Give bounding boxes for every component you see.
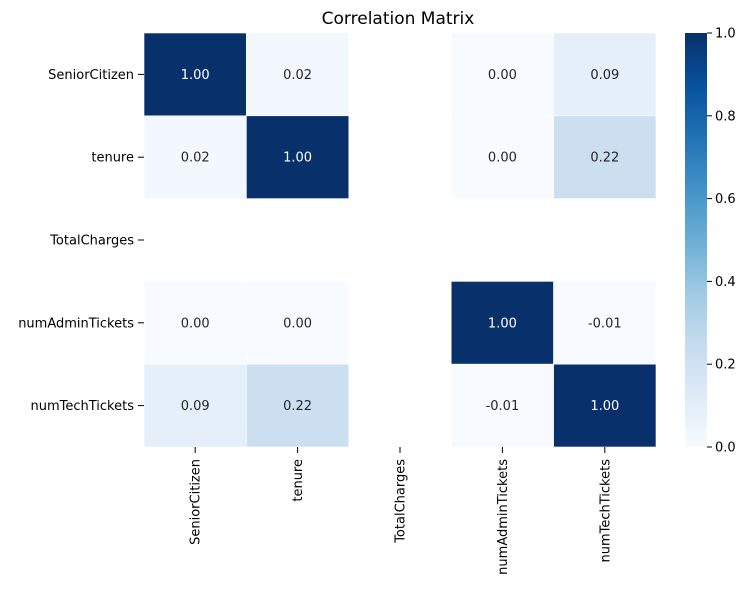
heatmap-cell-numTechTickets-numAdminTickets	[450, 363, 554, 448]
cell-value-numTechTickets-numAdminTickets: -0.01	[486, 399, 520, 414]
heatmap-cell-numTechTickets-SeniorCitizen	[143, 363, 247, 448]
chart-title: Correlation Matrix	[322, 9, 475, 29]
column-label-tenure: tenure	[291, 459, 306, 502]
cell-value-SeniorCitizen-SeniorCitizen: 1.00	[181, 68, 210, 83]
heatmap-cell-numTechTickets-tenure	[246, 363, 350, 448]
colorbar-gradient	[685, 33, 707, 447]
cell-value-numAdminTickets-numTechTickets: -0.01	[588, 316, 622, 331]
cell-value-tenure-tenure: 1.00	[283, 151, 312, 166]
row-tick-labels: SeniorCitizen tenure TotalCharges numAdminT…	[18, 68, 144, 414]
heatmap-cell-numAdminTickets-numTechTickets	[553, 281, 657, 365]
column-label-numTechTickets: numTechTickets	[598, 459, 613, 563]
heatmap-cell-tenure-SeniorCitizen	[143, 115, 247, 199]
cell-value-SeniorCitizen-numAdminTickets: 0.00	[488, 68, 517, 83]
column-label-SeniorCitizen: SeniorCitizen	[189, 459, 204, 545]
heatmap-cell-SeniorCitizen-numTechTickets	[553, 32, 657, 117]
colorbar-tick-0.6: 0.6	[715, 192, 736, 207]
cell-value-tenure-numTechTickets: 0.22	[590, 151, 619, 166]
cell-value-numTechTickets-SeniorCitizen: 0.09	[181, 399, 210, 414]
colorbar-tick-0.2: 0.2	[715, 358, 736, 373]
row-label-numTechTickets: numTechTickets	[31, 399, 135, 414]
colorbar-tick-0.8: 0.8	[715, 109, 736, 124]
cell-value-numAdminTickets-tenure: 0.00	[283, 316, 312, 331]
colorbar-tick-1.0: 1.0	[715, 27, 736, 42]
heatmap-cell-tenure-tenure	[246, 115, 350, 199]
cell-value-SeniorCitizen-numTechTickets: 0.09	[590, 68, 619, 83]
heatmap-cell-SeniorCitizen-tenure	[246, 32, 350, 117]
cell-value-SeniorCitizen-tenure: 0.02	[283, 68, 312, 83]
column-label-numAdminTickets: numAdminTickets	[496, 459, 511, 575]
colorbar: 0.0 0.2 0.4 0.6 0.8 1.0	[685, 27, 736, 456]
row-label-SeniorCitizen: SeniorCitizen	[48, 68, 134, 83]
cell-value-tenure-SeniorCitizen: 0.02	[181, 151, 210, 166]
heatmap-cell-tenure-numAdminTickets	[450, 115, 554, 199]
cell-value-numAdminTickets-SeniorCitizen: 0.00	[181, 316, 210, 331]
cell-value-tenure-numAdminTickets: 0.00	[488, 151, 517, 166]
row-label-tenure: tenure	[91, 151, 134, 166]
heatmap-cell-tenure-numTechTickets	[553, 115, 657, 199]
row-label-TotalCharges: TotalCharges	[49, 234, 134, 249]
heatmap-cell-SeniorCitizen-numAdminTickets	[450, 32, 554, 117]
column-label-TotalCharges: TotalCharges	[394, 459, 409, 544]
row-label-numAdminTickets: numAdminTickets	[18, 316, 134, 331]
heatmap-cells	[143, 32, 657, 448]
colorbar-tick-0.4: 0.4	[715, 275, 736, 290]
cell-value-numAdminTickets-numAdminTickets: 1.00	[488, 316, 517, 331]
cell-value-numTechTickets-tenure: 0.22	[283, 399, 312, 414]
heatmap-cell-numAdminTickets-tenure	[246, 281, 350, 365]
column-tick-labels: SeniorCitizen tenure TotalCharges numAdminT…	[189, 447, 613, 575]
heatmap-cell-numTechTickets-numTechTickets	[553, 363, 657, 448]
cell-value-numTechTickets-numTechTickets: 1.00	[590, 399, 619, 414]
heatmap-cell-SeniorCitizen-SeniorCitizen	[143, 32, 247, 117]
colorbar-tick-0.0: 0.0	[715, 441, 736, 456]
heatmap-cell-labels: 1.00 0.02 0.00 0.09 0.02 1.00 0.00 0.22 0.00 0.00…	[181, 68, 622, 414]
